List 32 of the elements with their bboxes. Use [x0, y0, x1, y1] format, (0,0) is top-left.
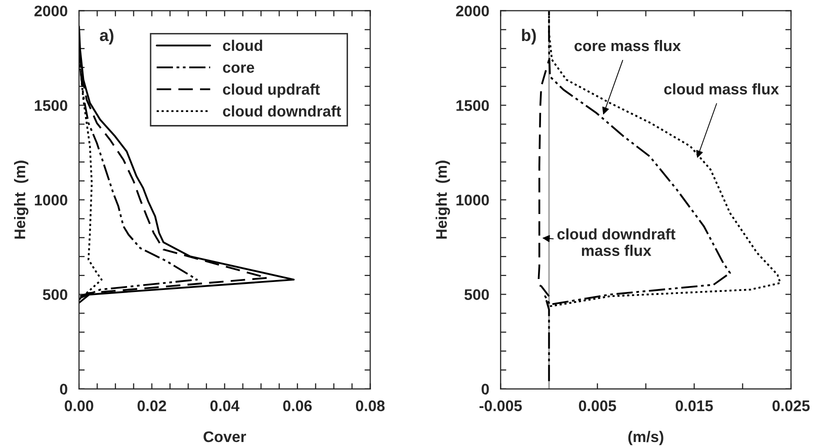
- y-tick-label: 0: [60, 384, 68, 395]
- legend-label: core: [222, 64, 254, 73]
- x-tick-label: 0.005: [578, 400, 616, 412]
- legend-label: cloud updraft: [222, 84, 320, 98]
- y-axis-title: Height (m): [436, 160, 450, 239]
- legend-label: cloud downdraft: [222, 105, 342, 117]
- y-tick-label: 1500: [34, 100, 68, 111]
- annotation: core mass flux: [574, 40, 681, 52]
- x-axis-title: Cover: [204, 431, 246, 442]
- x-tick-label: 0.02: [138, 400, 166, 412]
- x-tick-label: 0.015: [676, 400, 713, 412]
- x-tick-label: 0.00: [64, 400, 94, 412]
- x-tick-label: 0.025: [772, 400, 810, 412]
- y-tick-label: 1000: [456, 194, 489, 206]
- x-tick-label: 0.04: [210, 400, 240, 412]
- x-tick-label: 0.06: [283, 400, 312, 412]
- y-tick-label: 2000: [456, 6, 489, 16]
- x-axis-title: (m/s): [628, 430, 664, 446]
- y-tick-label: 1000: [34, 194, 68, 206]
- y-tick-label: 1500: [456, 100, 489, 111]
- annotation: cloud mass flux: [664, 83, 779, 94]
- y-axis-title: Height (m): [14, 160, 28, 239]
- y-tick-label: 2000: [34, 6, 68, 16]
- annotation: b): [522, 28, 536, 44]
- x-tick-label: -0.005: [480, 400, 522, 412]
- legend-label: cloud: [222, 40, 262, 51]
- annotation: cloud downdraft mass flux: [557, 228, 676, 256]
- y-tick-label: 0: [482, 384, 489, 395]
- y-tick-label: 500: [464, 289, 489, 300]
- annotation: a): [100, 28, 114, 44]
- y-tick-label: 500: [42, 289, 68, 300]
- x-tick-label: 0.08: [356, 400, 385, 412]
